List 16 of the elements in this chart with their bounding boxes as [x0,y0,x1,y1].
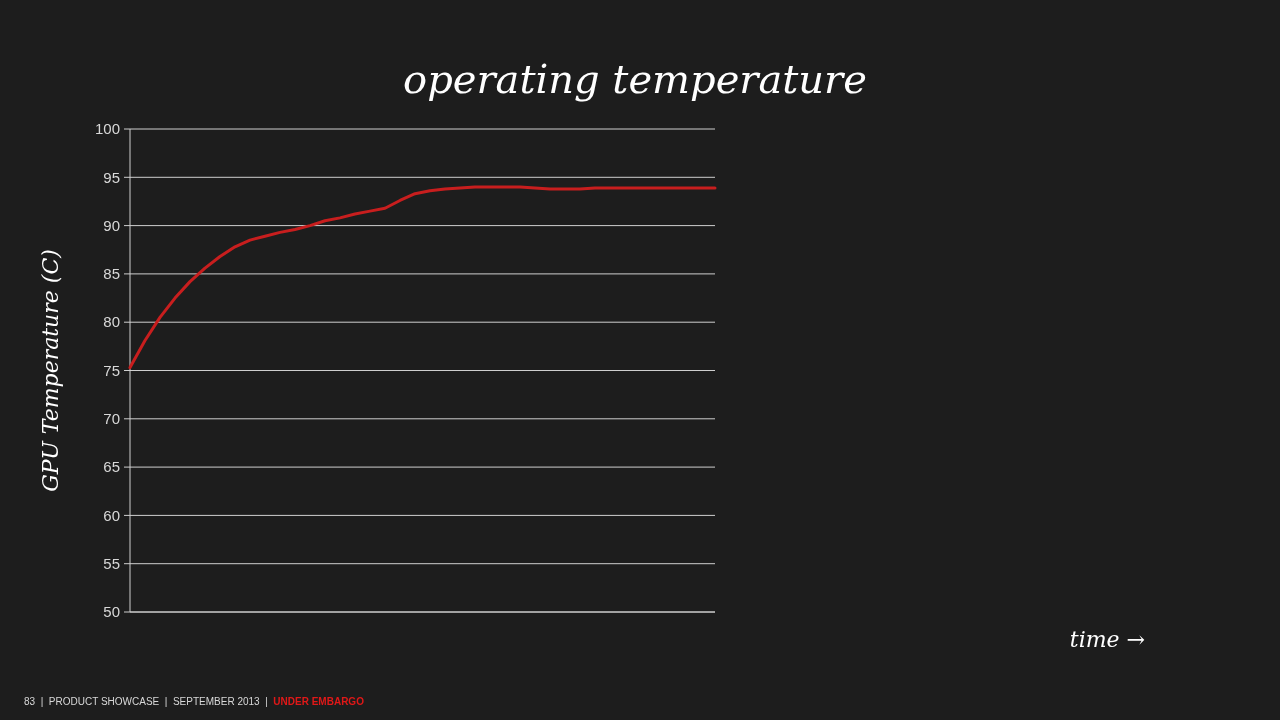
y-tick-label: 80 [103,313,120,331]
y-tick-label: 90 [103,216,120,234]
text: time → [1069,627,1145,652]
y-tick-label: 55 [103,554,120,572]
y-tick-label: 95 [103,168,120,186]
chart-title: operating temperature [403,56,867,102]
y-tick-label: 75 [103,361,120,379]
text: 83 | PRODUCT SHOWCASE | SEPTEMBER 2013 | [24,696,268,707]
y-axis-title: GPU Temperature (C) [38,249,63,492]
y-tick-label: 60 [103,506,120,524]
y-tick-label: 100 [94,120,120,138]
y-tick-label: 85 [103,265,120,283]
y-tick-label: 65 [103,458,120,476]
y-tick-label: 50 [103,603,120,621]
y-tick-label: 70 [103,410,120,428]
text: UNDER EMBARGO [267,696,365,707]
